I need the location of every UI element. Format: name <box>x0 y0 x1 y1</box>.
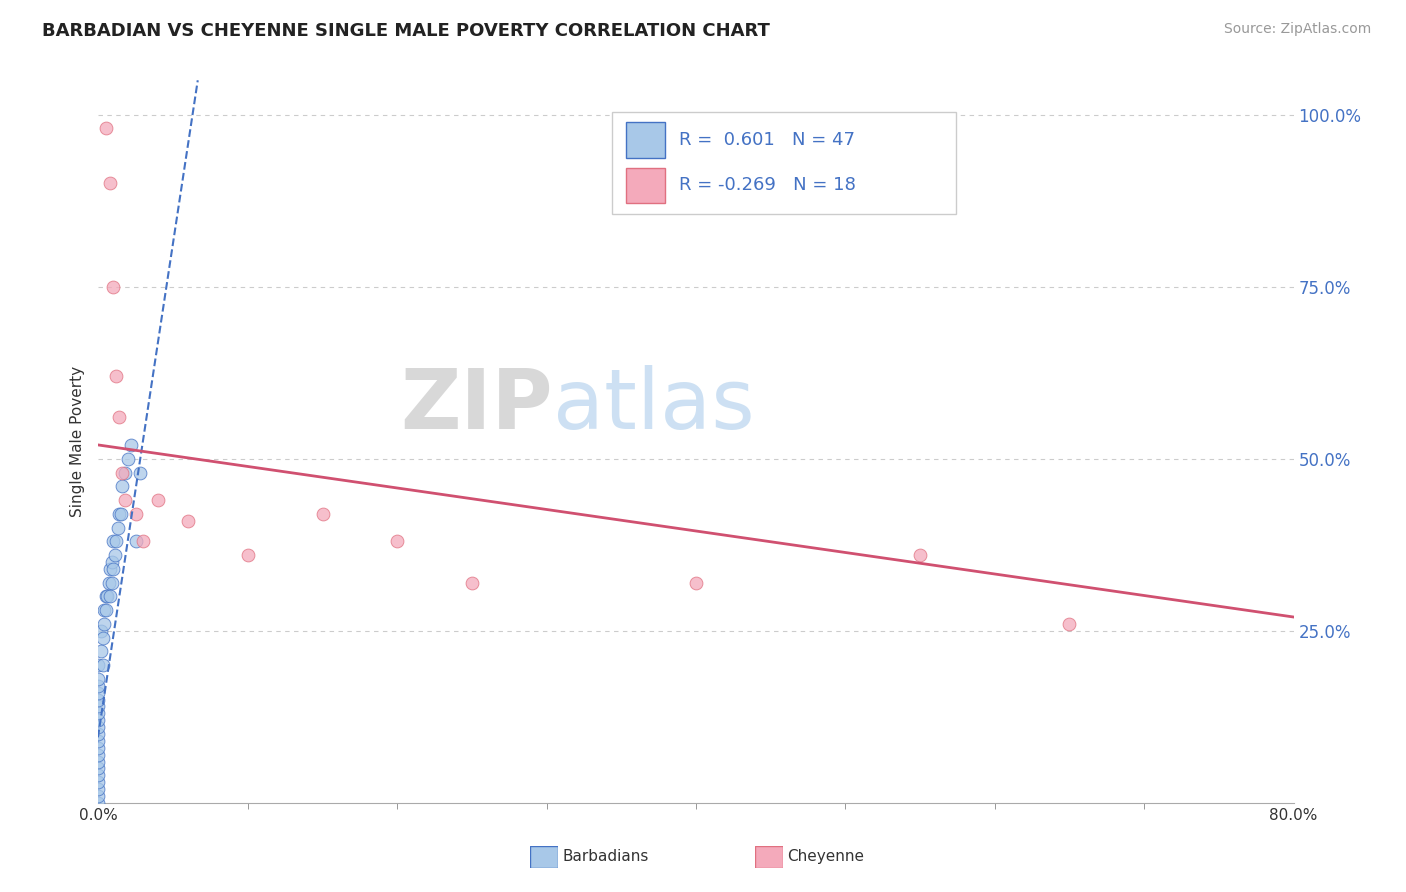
Point <box>87 706 110 721</box>
Point <box>94 603 117 617</box>
Point <box>129 466 152 480</box>
Point <box>111 466 134 480</box>
Point <box>98 562 122 576</box>
Point <box>105 369 128 384</box>
Point <box>87 775 110 789</box>
Point <box>125 507 148 521</box>
Point <box>111 479 134 493</box>
Point <box>87 734 110 748</box>
Point <box>110 507 132 521</box>
Point <box>87 747 110 762</box>
Point <box>461 575 484 590</box>
Point <box>87 768 110 782</box>
Point <box>87 699 110 714</box>
Point <box>98 177 122 191</box>
Point <box>132 534 155 549</box>
Point <box>148 493 170 508</box>
Point <box>87 727 110 741</box>
Point <box>96 590 118 604</box>
Text: ZIP: ZIP <box>401 365 553 446</box>
Point <box>87 658 110 673</box>
Text: BARBADIAN VS CHEYENNE SINGLE MALE POVERTY CORRELATION CHART: BARBADIAN VS CHEYENNE SINGLE MALE POVERT… <box>42 22 770 40</box>
Point <box>101 555 124 569</box>
Point <box>108 507 131 521</box>
Text: Cheyenne: Cheyenne <box>787 849 865 863</box>
Point <box>87 720 110 734</box>
Point <box>114 493 136 508</box>
Point <box>87 713 110 727</box>
Point <box>105 534 128 549</box>
Point <box>114 466 136 480</box>
Point <box>91 631 114 645</box>
Point <box>87 796 110 810</box>
Point <box>94 121 117 136</box>
Point <box>87 740 110 755</box>
Text: Barbadians: Barbadians <box>562 849 648 863</box>
Point <box>87 672 110 686</box>
Point <box>87 789 110 803</box>
Y-axis label: Single Male Poverty: Single Male Poverty <box>70 366 86 517</box>
Point <box>87 782 110 797</box>
Point <box>93 616 115 631</box>
Point <box>101 575 124 590</box>
Point <box>87 679 110 693</box>
Point <box>120 438 142 452</box>
Point <box>107 520 129 534</box>
Point <box>125 534 148 549</box>
Point <box>103 562 125 576</box>
Point <box>87 761 110 775</box>
Point <box>685 575 707 590</box>
Point <box>98 590 122 604</box>
Point <box>90 644 112 658</box>
Point <box>87 692 110 706</box>
Point <box>236 548 259 562</box>
Point <box>385 534 409 549</box>
Point <box>908 548 931 562</box>
Text: R = -0.269   N = 18: R = -0.269 N = 18 <box>679 177 856 194</box>
Point <box>90 624 112 638</box>
Text: atlas: atlas <box>553 365 754 446</box>
Point <box>311 507 333 521</box>
Point <box>103 534 125 549</box>
Point <box>104 548 127 562</box>
Point <box>108 410 131 425</box>
Point <box>97 575 120 590</box>
Point <box>1059 616 1081 631</box>
Point <box>93 603 115 617</box>
Point <box>117 451 139 466</box>
Point <box>177 514 200 528</box>
Point <box>91 658 114 673</box>
Point <box>87 686 110 700</box>
Point <box>94 590 117 604</box>
Text: R =  0.601   N = 47: R = 0.601 N = 47 <box>679 131 855 149</box>
Text: Source: ZipAtlas.com: Source: ZipAtlas.com <box>1223 22 1371 37</box>
Point <box>103 279 125 293</box>
Point <box>87 755 110 769</box>
